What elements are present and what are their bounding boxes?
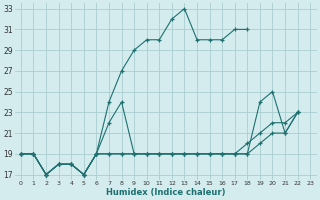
- X-axis label: Humidex (Indice chaleur): Humidex (Indice chaleur): [106, 188, 225, 197]
